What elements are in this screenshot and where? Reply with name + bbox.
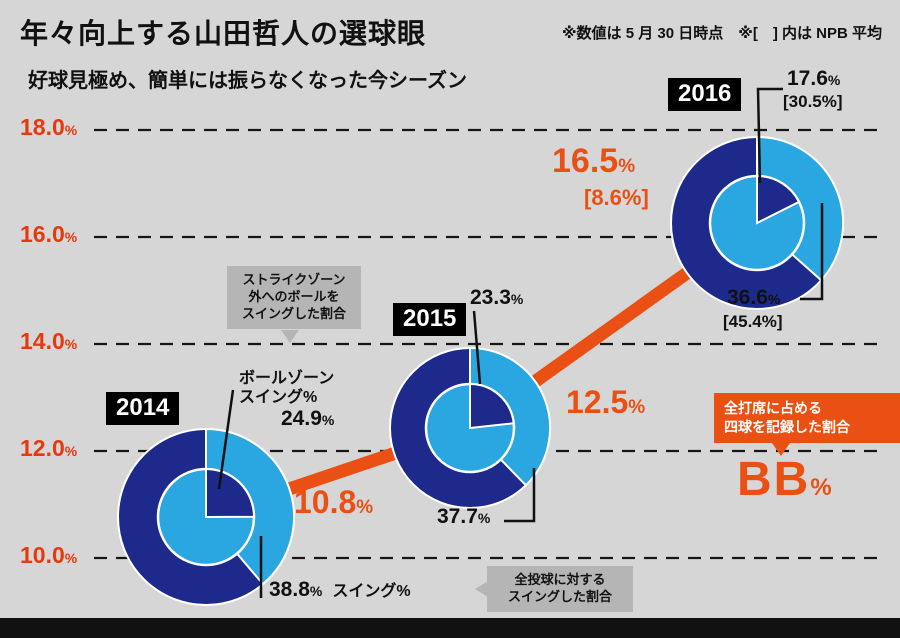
note: ※数値は 5 月 30 日時点 ※[ ] 内は NPB 平均 bbox=[561, 25, 882, 42]
bb-callout-pointer-icon bbox=[772, 443, 790, 456]
swing-value-2014: 38.8% bbox=[269, 578, 323, 601]
y-tick-16: 16.0% bbox=[20, 221, 78, 247]
bb-npb-2016: [8.6%] bbox=[584, 185, 649, 210]
swing-value-2016: 36.6% bbox=[727, 286, 781, 309]
year-badge-2015: 2015 bbox=[393, 303, 467, 336]
swing-value-2015: 37.7% bbox=[437, 505, 491, 528]
y-tick-12: 12.0% bbox=[20, 435, 78, 461]
bb-value-2015: 12.5% bbox=[566, 384, 646, 420]
page-subtitle: 好球見極め、簡単には振らなくなった今シーズン bbox=[28, 70, 467, 92]
footer-bar bbox=[0, 618, 900, 638]
year-badge-2016: 2016 bbox=[668, 78, 742, 111]
swing-npb-2016: [45.4%] bbox=[723, 312, 783, 331]
year-badge-2014: 2014 bbox=[106, 392, 180, 425]
swing-callout-box: 全投球に対する スイングした割合 bbox=[487, 566, 633, 612]
y-tick-18: 18.0% bbox=[20, 114, 78, 140]
page-title: 年々向上する山田哲人の選球眼 bbox=[20, 18, 427, 49]
strikezone-callout-pointer-icon bbox=[281, 330, 299, 343]
bb-callout-box: 全打席に占める 四球を記録した割合 bbox=[714, 393, 900, 443]
bb-big-label: BB% bbox=[737, 453, 832, 506]
swing-caption-2014: スイング% bbox=[332, 583, 411, 600]
bb-value-2016: 16.5% bbox=[552, 142, 636, 180]
y-tick-14: 14.0% bbox=[20, 328, 78, 354]
strikezone-callout-box: ストライクゾーン 外へのボールを スイングした割合 bbox=[227, 266, 361, 329]
y-tick-10: 10.0% bbox=[20, 542, 78, 568]
bb-value-2014: 10.8% bbox=[294, 484, 374, 520]
swing-callout-pointer-icon bbox=[475, 581, 488, 597]
ballzone-value-2014: 24.9% bbox=[281, 407, 335, 430]
ballzone-npb-2016: [30.5%] bbox=[783, 92, 843, 111]
swing-row-2014: 38.8% スイング% bbox=[269, 578, 411, 602]
ballzone-value-2016: 17.6% bbox=[787, 67, 841, 90]
ballzone-value-2015: 23.3% bbox=[470, 286, 524, 309]
ballzone-caption-2014: ボールゾーン スイング% bbox=[239, 370, 335, 407]
